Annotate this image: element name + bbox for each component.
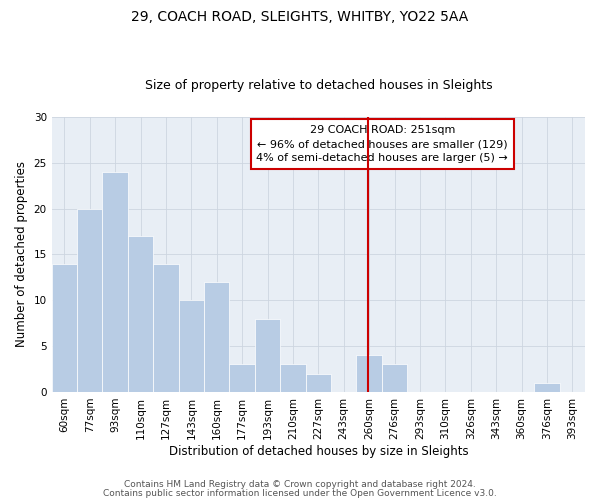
Bar — [305, 374, 331, 392]
Bar — [280, 364, 305, 392]
Bar — [128, 236, 153, 392]
Y-axis label: Number of detached properties: Number of detached properties — [15, 162, 28, 348]
Text: 29, COACH ROAD, SLEIGHTS, WHITBY, YO22 5AA: 29, COACH ROAD, SLEIGHTS, WHITBY, YO22 5… — [131, 10, 469, 24]
Bar — [356, 356, 382, 392]
X-axis label: Distribution of detached houses by size in Sleights: Distribution of detached houses by size … — [169, 444, 468, 458]
Bar — [534, 383, 560, 392]
Bar — [52, 264, 77, 392]
Bar — [204, 282, 229, 392]
Text: 29 COACH ROAD: 251sqm
← 96% of detached houses are smaller (129)
4% of semi-deta: 29 COACH ROAD: 251sqm ← 96% of detached … — [256, 125, 508, 163]
Bar — [179, 300, 204, 392]
Text: Contains HM Land Registry data © Crown copyright and database right 2024.: Contains HM Land Registry data © Crown c… — [124, 480, 476, 489]
Bar — [229, 364, 255, 392]
Title: Size of property relative to detached houses in Sleights: Size of property relative to detached ho… — [145, 79, 492, 92]
Bar — [382, 364, 407, 392]
Bar — [255, 318, 280, 392]
Bar — [77, 208, 103, 392]
Text: Contains public sector information licensed under the Open Government Licence v3: Contains public sector information licen… — [103, 490, 497, 498]
Bar — [153, 264, 179, 392]
Bar — [103, 172, 128, 392]
